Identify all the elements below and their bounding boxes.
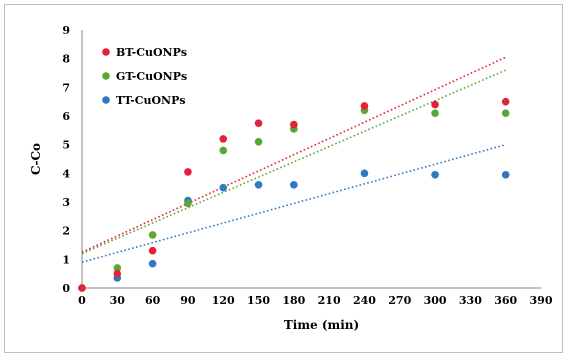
y-tick-label: 0	[62, 282, 70, 295]
data-point	[254, 119, 263, 127]
trendline	[81, 69, 507, 255]
x-tick-label: 0	[78, 294, 86, 307]
data-point	[78, 284, 86, 292]
x-tick-label: 270	[388, 294, 411, 307]
legend-marker	[102, 96, 110, 104]
data-point	[148, 246, 157, 255]
trendlines	[81, 56, 507, 263]
data-point	[431, 109, 439, 117]
data-point	[219, 183, 228, 192]
y-tick-label: 3	[62, 196, 70, 209]
y-tick-label: 5	[62, 139, 70, 152]
x-tick-label: 180	[282, 294, 305, 307]
chart-frame	[4, 4, 563, 353]
data-point	[360, 169, 369, 178]
data-point	[148, 231, 157, 239]
y-tick-label: 6	[62, 110, 70, 123]
data-point	[254, 138, 263, 146]
x-tick-label: 210	[318, 294, 341, 307]
data-point	[219, 146, 228, 155]
data-point	[360, 102, 369, 110]
data-point	[148, 259, 157, 268]
data-points	[78, 97, 510, 292]
x-tick-labels: 0 30 60 90 120 150 180 210 240 270 300 330 360 390	[78, 294, 553, 307]
data-point	[184, 199, 192, 208]
data-point	[113, 269, 122, 278]
legend-label: GT-CuONPs	[116, 70, 187, 83]
legend-label: BT-CuONPs	[116, 46, 187, 59]
x-tick-label: 330	[459, 294, 482, 307]
data-point	[290, 120, 298, 129]
data-point	[501, 97, 510, 106]
x-tick-label: 120	[212, 294, 235, 307]
trendline	[81, 56, 507, 253]
x-tick-label: 300	[424, 294, 447, 307]
x-tick-label: 90	[180, 294, 196, 307]
x-tick-label: 150	[247, 294, 270, 307]
trendline	[81, 143, 506, 263]
y-tick-label: 1	[62, 253, 70, 266]
y-tick-label: 2	[62, 225, 70, 238]
y-axis-title: C-Co	[29, 143, 43, 175]
axes	[81, 30, 541, 289]
y-tick-labels: 0 1 2 3 4 5 6 7 8 9	[62, 24, 70, 295]
x-tick-label: 60	[145, 294, 161, 307]
data-point	[431, 170, 439, 179]
legend-marker	[102, 48, 110, 56]
data-point	[290, 181, 298, 189]
y-tick-label: 8	[62, 53, 70, 66]
y-tick-label: 7	[62, 81, 70, 94]
x-tick-label: 360	[494, 294, 517, 307]
x-tick-label: 30	[110, 294, 126, 307]
legend-marker	[102, 72, 110, 80]
legend: BT-CuONPs GT-CuONPs TT-CuONPs	[102, 46, 187, 107]
data-point	[254, 181, 263, 189]
legend-label: TT-CuONPs	[116, 94, 186, 107]
data-point	[113, 264, 122, 272]
y-tick-label: 4	[62, 167, 70, 180]
data-point	[501, 109, 510, 117]
data-point	[219, 135, 228, 143]
data-point	[431, 100, 439, 109]
x-tick-label: 240	[353, 294, 376, 307]
data-point	[501, 170, 510, 179]
x-axis-title: Time (min)	[284, 318, 359, 332]
x-tick-label: 390	[530, 294, 553, 307]
y-tick-label: 9	[62, 24, 70, 37]
data-point	[184, 168, 192, 176]
